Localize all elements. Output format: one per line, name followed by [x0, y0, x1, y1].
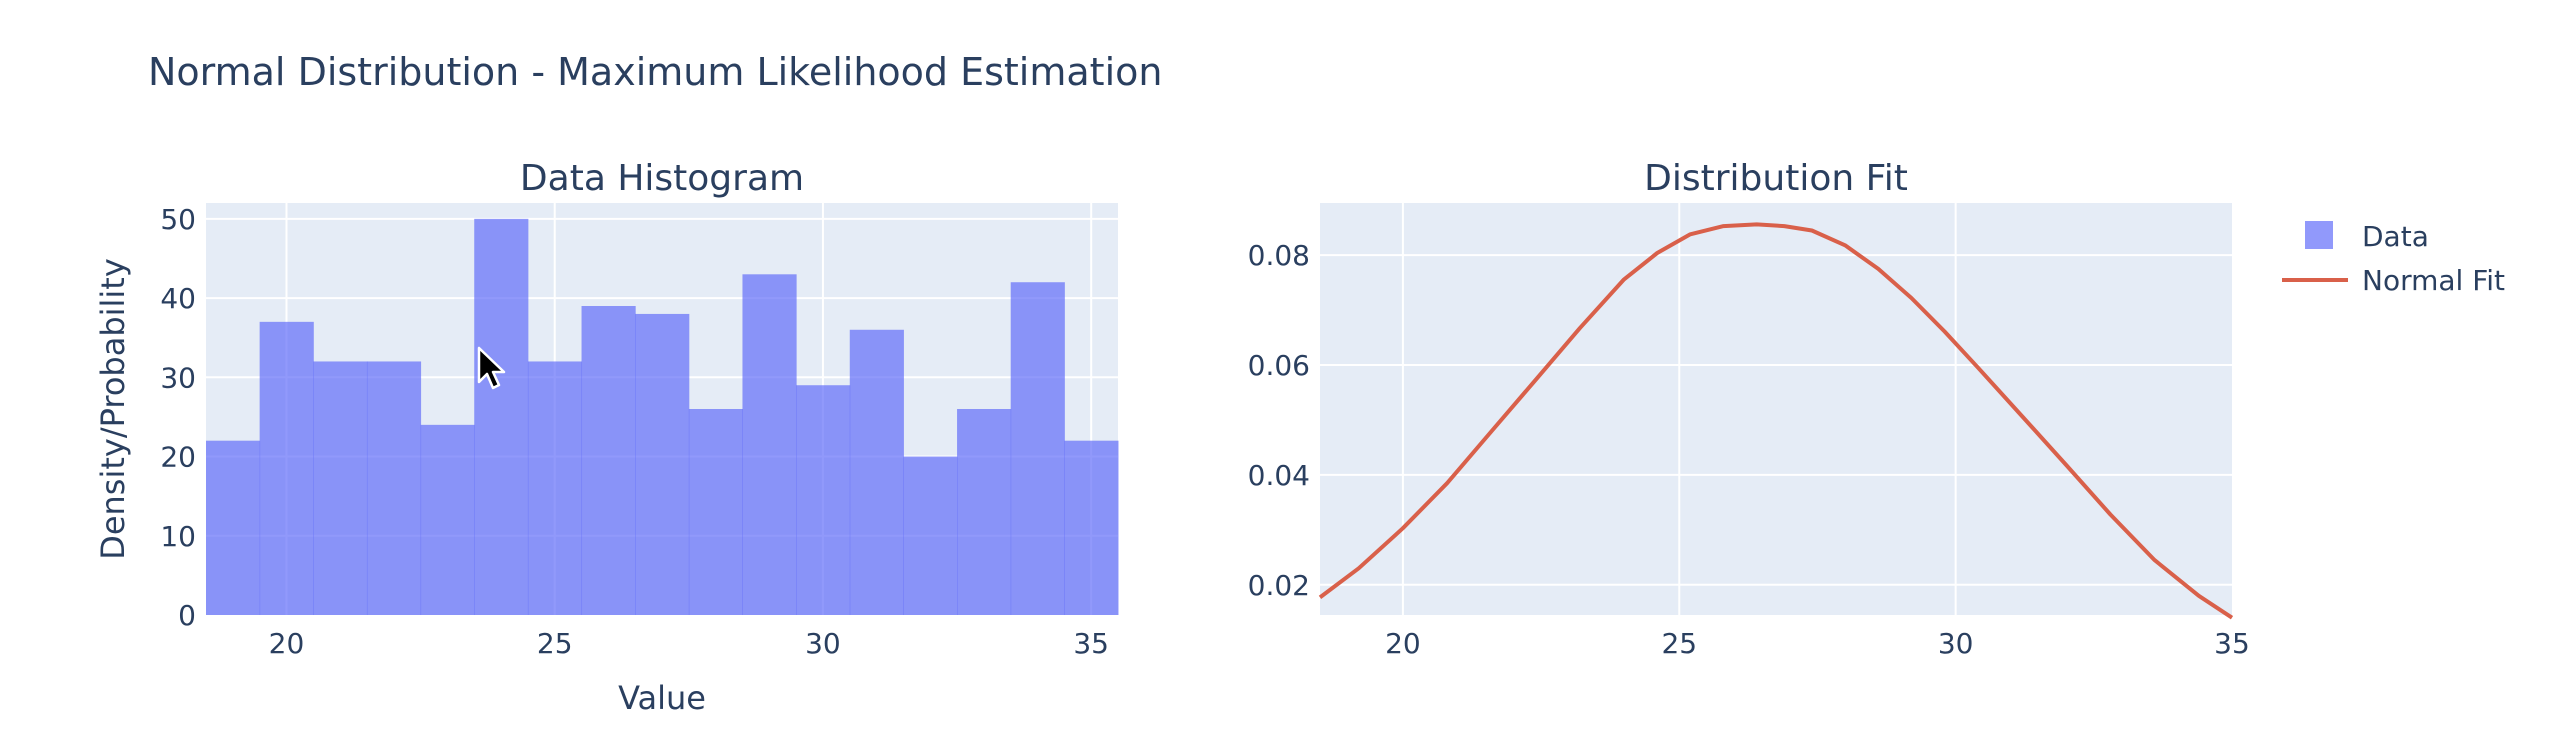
histogram-bar	[366, 361, 422, 615]
histogram-bar	[903, 456, 958, 615]
histogram-bar	[581, 306, 636, 615]
x-tick-label: 20	[269, 627, 305, 660]
mouse-cursor-icon	[477, 346, 506, 390]
x-tick-label: 25	[1661, 627, 1697, 660]
histogram-tick-labels: 0 10 20 30 40 50 20 25 30 35	[160, 203, 1109, 660]
histogram-bars	[206, 218, 1119, 615]
legend-item[interactable]: Normal Fit	[2282, 264, 2505, 297]
y-tick-label: 0.06	[1248, 349, 1310, 382]
histogram-bar	[420, 424, 475, 615]
histogram-bar	[313, 361, 368, 615]
x-tick-label: 35	[2214, 627, 2250, 660]
y-tick-label: 0.04	[1248, 459, 1310, 492]
y-tick-label: 30	[160, 361, 196, 394]
histogram-bar	[259, 321, 314, 615]
fit-title: Distribution Fit	[1644, 158, 1908, 199]
fit-line-layer	[1318, 222, 2234, 620]
histogram-title: Data Histogram	[520, 158, 804, 199]
legend-square-icon	[2305, 221, 2333, 249]
y-tick-label: 0.08	[1248, 239, 1310, 272]
fit-plot-area	[1320, 203, 2232, 615]
y-tick-label: 0	[178, 599, 196, 632]
x-axis-label: Value	[618, 679, 706, 717]
histogram-bar	[635, 313, 690, 615]
x-tick-label: 25	[537, 627, 573, 660]
histogram-bar	[474, 218, 529, 615]
histogram-bar	[957, 409, 1012, 615]
fit-tick-labels: 0.02 0.04 0.06 0.08 20 25 30 35	[1248, 239, 2250, 660]
fit-subplot: 0.02 0.04 0.06 0.08 20 25 30 35 Distribution Fi…	[1248, 158, 2250, 660]
histogram-bar	[1064, 440, 1119, 615]
y-tick-label: 40	[160, 282, 196, 315]
y-axis-label: Density/Probability	[94, 258, 132, 560]
x-tick-label: 20	[1385, 627, 1421, 660]
fit-gridlines	[1320, 203, 2232, 615]
y-tick-label: 50	[160, 203, 196, 236]
normal-fit-line	[1318, 222, 2234, 620]
histogram-subplot: 0 10 20 30 40 50 20 25 30 35 Data Histogram Value…	[94, 158, 1119, 717]
histogram-bar	[742, 274, 797, 615]
y-tick-label: 0.02	[1248, 569, 1310, 602]
histogram-bar	[1010, 282, 1065, 615]
legend-label: Normal Fit	[2362, 264, 2505, 297]
y-tick-label: 10	[160, 520, 196, 553]
figure-title: Normal Distribution - Maximum Likelihood…	[148, 50, 1162, 94]
x-tick-label: 30	[805, 627, 841, 660]
legend-label: Data	[2362, 220, 2429, 253]
legend-item[interactable]: Data	[2305, 220, 2429, 253]
histogram-bar	[849, 329, 904, 615]
x-tick-label: 35	[1073, 627, 1109, 660]
y-tick-label: 20	[160, 441, 196, 474]
x-tick-label: 30	[1938, 627, 1974, 660]
legend[interactable]: Data Normal Fit	[2282, 220, 2505, 297]
histogram-bar	[527, 361, 583, 615]
histogram-bar	[206, 440, 261, 615]
histogram-bar	[796, 385, 851, 615]
histogram-bar	[688, 409, 743, 615]
